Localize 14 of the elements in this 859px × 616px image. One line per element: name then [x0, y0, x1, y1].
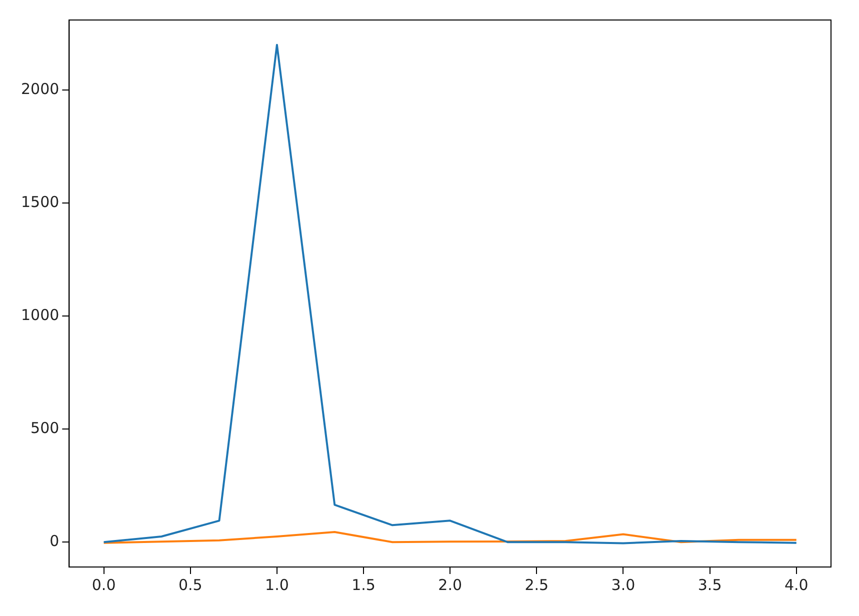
y-tick-label: 1000: [20, 306, 60, 324]
x-tick-label: 3.5: [698, 576, 722, 594]
x-tick-label: 0.0: [92, 576, 116, 594]
x-tick-label: 2.0: [438, 576, 462, 594]
x-tick-label: 1.5: [352, 576, 376, 594]
x-tick-label: 0.5: [178, 576, 202, 594]
x-tick-label: 4.0: [784, 576, 808, 594]
y-tick-label: 2000: [20, 80, 60, 98]
x-tick-label: 2.5: [524, 576, 549, 594]
y-tick-label: 500: [30, 419, 60, 438]
y-tick-label: 0: [50, 532, 60, 550]
x-tick-label: 1.0: [265, 576, 289, 594]
x-tick-label: 3.0: [611, 576, 636, 594]
y-tick-label: 1500: [20, 192, 60, 211]
